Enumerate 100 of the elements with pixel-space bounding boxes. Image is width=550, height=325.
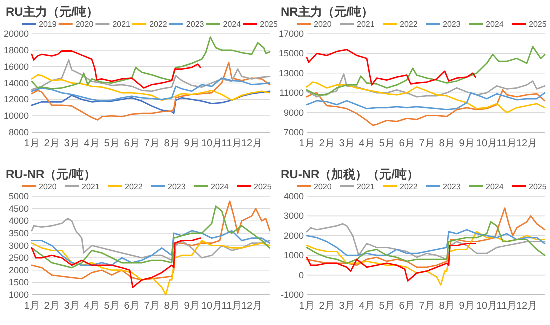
legend-label: 2023: [443, 20, 462, 29]
y-tick-label: 0: [298, 270, 304, 280]
y-tick-label: 2000: [8, 265, 29, 276]
legend-label: 2025: [260, 20, 278, 29]
x-tick-label: 6月: [124, 301, 140, 312]
y-tick-label: 8000: [8, 128, 29, 138]
chart-title: RU主力（元/吨）: [6, 5, 99, 19]
x-tick-label: 9月: [184, 138, 200, 150]
line-series: [31, 200, 271, 281]
x-tick-label: 2月: [44, 301, 60, 312]
x-tick-label: 4月: [84, 301, 100, 312]
x-tick-label: 5月: [379, 301, 395, 312]
x-tick-label: 11月: [222, 301, 242, 312]
x-tick-label: 9月: [459, 301, 475, 312]
x-tick-label: 10月: [476, 301, 498, 312]
y-tick-label: 20000: [4, 29, 29, 39]
legend-label: 2024: [211, 182, 230, 192]
line-series: [306, 231, 546, 286]
y-tick-label: 15000: [278, 48, 304, 59]
x-tick-label: 4月: [359, 301, 375, 312]
legend-label: 2022: [125, 182, 144, 192]
y-tick-label: 3000: [8, 240, 29, 251]
y-tick-label: 4000: [284, 192, 304, 202]
y-tick-label: 1500: [8, 278, 29, 288]
legend-label: 2024: [486, 20, 504, 29]
x-tick-label: 1月: [299, 138, 315, 150]
x-tick-label: 6月: [399, 138, 415, 150]
line-series: [31, 240, 271, 296]
line-series: [306, 49, 476, 86]
line-series: [31, 36, 271, 90]
x-tick-label: 12月: [241, 301, 263, 312]
line-series: [31, 60, 271, 92]
x-tick-label: 8月: [439, 301, 455, 312]
x-tick-label: 11月: [496, 301, 518, 312]
x-tick-label: 8月: [164, 301, 180, 312]
legend-label: 2022: [150, 20, 168, 29]
x-tick-label: 2月: [319, 138, 335, 150]
legend-label: 2021: [82, 182, 100, 192]
x-tick-label: 4月: [84, 138, 100, 150]
legend-label: 2021: [357, 20, 376, 29]
legend-label: 2022: [400, 182, 418, 192]
y-tick-label: 2500: [8, 253, 29, 264]
x-tick-label: 1月: [299, 301, 315, 312]
x-tick-label: 8月: [439, 138, 455, 150]
legend-label: 2024: [486, 182, 504, 192]
y-tick-label: 11000: [280, 88, 304, 98]
legend-label: 2020: [314, 182, 332, 192]
x-tick-label: 10月: [201, 301, 223, 312]
x-tick-label: 5月: [379, 138, 395, 150]
legend-label: 2020: [39, 182, 58, 192]
y-tick-label: 12000: [4, 94, 29, 105]
y-tick-label: 18000: [4, 45, 29, 56]
legend-label: 2022: [400, 20, 418, 29]
y-tick-label: 2000: [284, 230, 304, 241]
chart-title: NR主力（元/吨）: [281, 5, 374, 19]
x-tick-label: 7月: [419, 301, 435, 312]
legend-label: 2023: [186, 20, 205, 29]
line-series: [31, 238, 202, 288]
y-tick-label: 3000: [284, 211, 304, 222]
legend-label: 2025: [529, 20, 548, 29]
line-series: [31, 62, 271, 121]
line-series: [306, 74, 546, 98]
x-tick-label: 7月: [144, 138, 160, 150]
legend-label: 2024: [223, 20, 242, 29]
x-tick-label: 10月: [476, 138, 498, 150]
legend-label: 2021: [357, 182, 376, 192]
chart-title: RU-NR（元/吨）: [6, 168, 96, 182]
y-tick-label: 1000: [284, 250, 304, 261]
y-tick-label: 3500: [8, 228, 29, 238]
legend-label: 2021: [112, 20, 132, 29]
y-tick-label: 10000: [4, 111, 29, 122]
x-tick-label: 3月: [64, 301, 80, 312]
legend-label: 2020: [314, 20, 332, 29]
line-series: [306, 92, 546, 111]
x-tick-label: 12月: [241, 138, 263, 150]
x-tick-label: 9月: [184, 301, 200, 312]
legend-label: 2019: [39, 20, 58, 29]
x-tick-label: 6月: [399, 301, 415, 312]
y-tick-label: 17000: [278, 29, 304, 39]
x-tick-label: 12月: [516, 301, 538, 312]
x-tick-label: 1月: [24, 138, 40, 150]
x-tick-label: 6月: [124, 138, 140, 150]
y-tick-label: 5000: [8, 192, 29, 202]
x-tick-label: 8月: [164, 138, 180, 150]
line-series: [31, 50, 202, 89]
line-series: [31, 206, 271, 269]
y-tick-label: 1000: [8, 290, 29, 300]
x-tick-label: 12月: [516, 138, 538, 150]
legend-label: 2025: [529, 182, 548, 192]
line-series: [306, 82, 546, 114]
x-tick-label: 3月: [64, 138, 80, 150]
legend-label: 2023: [168, 182, 186, 192]
y-tick-label: 16000: [4, 62, 29, 72]
y-tick-label: -1000: [280, 290, 304, 300]
y-tick-label: 4500: [8, 204, 29, 214]
line-series: [306, 229, 546, 256]
x-tick-label: 7月: [419, 138, 435, 150]
chart-title: RU-NR（加税）（元/吨）: [281, 168, 419, 182]
x-tick-label: 11月: [496, 138, 518, 150]
x-tick-label: 7月: [144, 301, 160, 312]
